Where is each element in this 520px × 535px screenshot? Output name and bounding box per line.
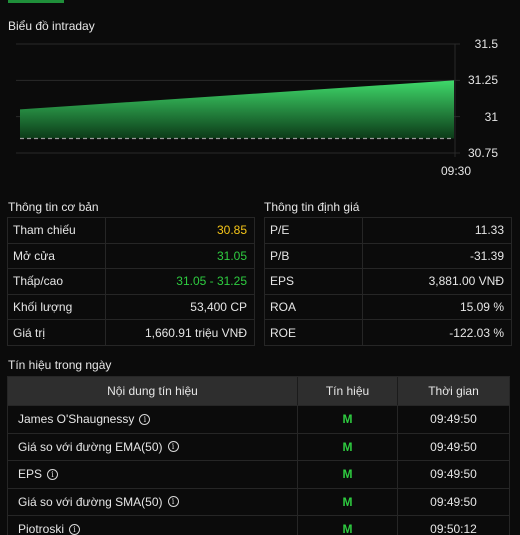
row-label: Mở cửa xyxy=(8,243,106,268)
signal-value: M xyxy=(298,488,398,515)
signal-time: 09:49:50 xyxy=(430,467,477,482)
valuation-title: Thông tin định giá xyxy=(264,200,360,214)
row-value: 1,660.91 triệu VNĐ xyxy=(144,325,247,340)
price-area xyxy=(20,80,454,139)
table-row: James O'Shaugnessy i M 09:49:50 xyxy=(8,405,509,433)
y-tick-label: 31.5 xyxy=(474,37,498,51)
valuation-row: ROA 15.09 % xyxy=(265,294,511,320)
signal-value: M xyxy=(298,516,398,535)
signal-value: M xyxy=(298,406,398,433)
signal-name: Piotroski xyxy=(18,522,65,535)
signal-time: 09:50:12 xyxy=(430,522,477,535)
info-icon[interactable]: i xyxy=(167,496,179,508)
basic-info-row: Khối lượng 53,400 CP xyxy=(8,294,254,320)
header-time: Thời gian xyxy=(428,384,479,398)
valuation-row: P/E 11.33 xyxy=(265,218,511,244)
info-icon[interactable]: i xyxy=(139,413,151,425)
table-row: Piotroski i M 09:50:12 xyxy=(8,515,509,535)
row-value: 53,400 CP xyxy=(190,299,247,314)
row-value: -122.03 % xyxy=(449,325,504,340)
row-label: ROA xyxy=(265,294,363,319)
row-value: 31.05 - 31.25 xyxy=(176,274,247,289)
row-label: P/B xyxy=(265,243,363,268)
y-tick-label: 31 xyxy=(484,109,498,124)
row-label: Khối lượng xyxy=(8,294,106,319)
row-label: Tham chiếu xyxy=(8,218,106,243)
header-content: Nội dung tín hiệu xyxy=(8,377,298,405)
info-icon[interactable]: i xyxy=(167,441,179,453)
info-icon[interactable]: i xyxy=(47,468,59,480)
signals-header: Nội dung tín hiệu Tín hiệu Thời gian xyxy=(8,377,509,405)
table-row: Giá so với đường SMA(50) i M 09:49:50 xyxy=(8,487,509,515)
basic-info-row: Giá trị 1,660.91 triệu VNĐ xyxy=(8,320,254,346)
row-value: 15.09 % xyxy=(459,299,504,314)
signal-name: Giá so với đường SMA(50) xyxy=(18,494,163,509)
basic-info-title: Thông tin cơ bản xyxy=(8,200,99,214)
signals-table: Nội dung tín hiệu Tín hiệu Thời gian Jam… xyxy=(7,376,510,535)
signal-time: 09:49:50 xyxy=(430,494,477,509)
row-value: 11.33 xyxy=(474,223,504,238)
row-value: 30.85 xyxy=(216,223,247,238)
basic-info-row: Thấp/cao 31.05 - 31.25 xyxy=(8,269,254,295)
row-label: P/E xyxy=(265,218,363,243)
row-label: ROE xyxy=(265,320,363,346)
x-tick-label: 09:30 xyxy=(441,164,472,178)
table-row: Giá so với đường EMA(50) i M 09:49:50 xyxy=(8,432,509,460)
basic-info-row: Tham chiếu 30.85 xyxy=(8,218,254,244)
intraday-chart: 31.5 31.25 31 30.75 09:30 xyxy=(0,36,520,186)
row-value: 3,881.00 VNĐ xyxy=(428,274,504,289)
valuation-row: EPS 3,881.00 VNĐ xyxy=(265,269,511,295)
y-tick-label: 30.75 xyxy=(467,146,498,160)
row-label: Giá trị xyxy=(8,320,106,346)
basic-info-row: Mở cửa 31.05 xyxy=(8,243,254,269)
signal-value: M xyxy=(298,433,398,460)
row-label: EPS xyxy=(265,269,363,294)
valuation-row: ROE -122.03 % xyxy=(265,320,511,346)
active-tab-indicator xyxy=(8,0,64,3)
intraday-chart-svg xyxy=(16,43,460,157)
valuation-table: P/E 11.33 P/B -31.39 EPS 3,881.00 VNĐ RO… xyxy=(264,217,512,346)
signal-name: James O'Shaugnessy xyxy=(18,412,135,427)
signal-name: Giá so với đường EMA(50) xyxy=(18,439,163,454)
intraday-title: Biểu đồ intraday xyxy=(8,19,95,33)
signals-title: Tín hiệu trong ngày xyxy=(8,358,112,372)
row-value: -31.39 xyxy=(469,248,504,263)
row-value: 31.05 xyxy=(216,248,247,263)
signal-name: EPS xyxy=(18,467,43,482)
signal-time: 09:49:50 xyxy=(430,412,477,427)
basic-info-table: Tham chiếu 30.85 Mở cửa 31.05 Thấp/cao 3… xyxy=(7,217,255,346)
signal-time: 09:49:50 xyxy=(430,439,477,454)
signal-value: M xyxy=(298,461,398,488)
y-tick-label: 31.25 xyxy=(467,73,498,88)
info-icon[interactable]: i xyxy=(69,523,81,535)
table-row: EPS i M 09:49:50 xyxy=(8,460,509,488)
header-signal: Tín hiệu xyxy=(298,377,398,405)
row-label: Thấp/cao xyxy=(8,269,106,294)
valuation-row: P/B -31.39 xyxy=(265,243,511,269)
